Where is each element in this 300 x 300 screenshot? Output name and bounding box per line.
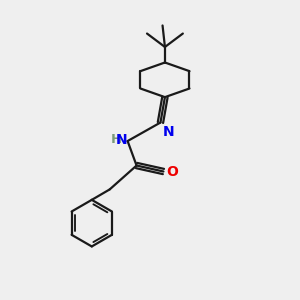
Text: O: O <box>167 164 178 178</box>
Text: N: N <box>163 125 175 139</box>
Text: H: H <box>111 133 122 146</box>
Text: N: N <box>116 133 127 146</box>
